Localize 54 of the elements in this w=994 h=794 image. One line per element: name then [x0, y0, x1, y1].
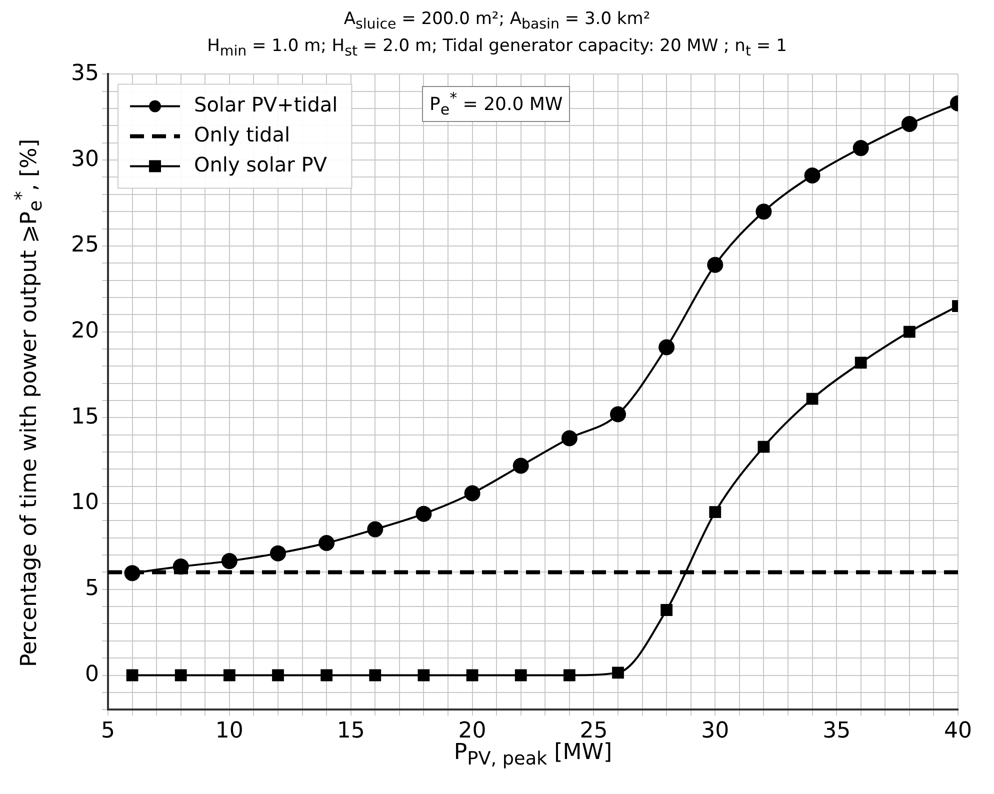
- y-tick-label: 25: [70, 232, 99, 258]
- point: [174, 669, 187, 682]
- y-tick-label: 5: [84, 576, 99, 602]
- point: [612, 666, 624, 679]
- x-tick-label: 15: [336, 718, 365, 744]
- point: [270, 545, 286, 562]
- x-tick-label: 35: [822, 718, 851, 744]
- x-tick-label: 10: [215, 718, 244, 744]
- point: [126, 669, 138, 682]
- chart-subtitle: H$_{min}$ = 1.0 m; H$_{st}$ = 2.0 m; Tidal generator capacity: 20 MW ; n$_{t}$ = 1: [206, 35, 788, 62]
- point: [709, 506, 722, 518]
- y-tick-label: 20: [70, 318, 99, 344]
- point: [221, 553, 238, 570]
- point: [610, 406, 626, 422]
- y-tick-label: 35: [70, 60, 99, 86]
- y-tick-label: 0: [84, 662, 99, 687]
- x-tick-label: 30: [701, 718, 730, 744]
- chart-title: A$_{sluice}$ = 200.0 m²; A$_{basin}$ = 3.0 km²: [342, 8, 652, 34]
- point: [658, 339, 675, 356]
- point: [903, 326, 916, 338]
- point: [563, 669, 576, 682]
- point: [514, 669, 527, 682]
- point: [758, 440, 770, 453]
- point: [707, 256, 724, 273]
- point: [318, 535, 335, 552]
- x-tick-label: 5: [100, 718, 115, 744]
- point: [416, 506, 432, 522]
- annotation: P$_{e}$$^{*}$ = 20.0 MW: [422, 86, 570, 122]
- point: [854, 356, 867, 369]
- point: [561, 430, 578, 446]
- legend-label: Only tidal: [194, 122, 290, 146]
- point: [660, 604, 673, 616]
- y-tick-label: 30: [70, 146, 99, 172]
- point: [124, 565, 140, 582]
- point: [320, 669, 333, 682]
- point: [418, 669, 430, 682]
- y-tick-label: 15: [70, 404, 99, 430]
- point: [367, 521, 384, 538]
- point: [466, 669, 478, 682]
- x-tick-label: 40: [944, 718, 972, 744]
- point: [512, 458, 529, 474]
- point: [272, 669, 284, 682]
- point: [852, 140, 869, 156]
- legend-label: Only solar PV: [194, 152, 328, 176]
- point: [804, 168, 820, 184]
- point: [369, 669, 382, 682]
- point: [464, 485, 480, 502]
- point: [223, 669, 236, 682]
- point: [172, 558, 189, 575]
- y-tick-label: 10: [70, 490, 99, 516]
- point: [806, 392, 818, 405]
- point: [901, 116, 918, 132]
- point: [756, 204, 772, 220]
- legend-label: Solar PV+tidal: [194, 92, 338, 116]
